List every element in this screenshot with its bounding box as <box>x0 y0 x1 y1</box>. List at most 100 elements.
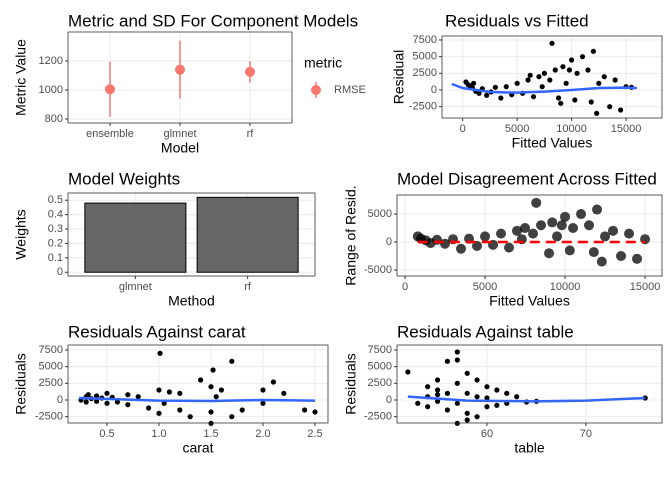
point <box>105 84 115 95</box>
point <box>480 231 491 242</box>
y-tick-label: 0.2 <box>48 237 63 249</box>
x-axis-label: table <box>514 440 545 456</box>
point <box>85 392 91 398</box>
legend-label: RMSE <box>334 84 366 96</box>
x-tick-label: rf <box>244 281 252 293</box>
point <box>434 387 441 393</box>
point <box>504 390 510 396</box>
x-tick-label: 1.5 <box>203 428 218 440</box>
x-axis-label: Fitted Values <box>512 135 593 151</box>
point <box>312 409 318 415</box>
point <box>156 410 162 416</box>
point <box>472 240 483 251</box>
y-tick-label: 5000 <box>39 361 63 373</box>
point <box>564 245 575 256</box>
y-axis-label: Weights <box>13 209 29 259</box>
chart-title: Metric and SD For Component Models <box>68 11 358 30</box>
point <box>208 409 214 415</box>
point <box>624 228 635 239</box>
point <box>270 379 276 385</box>
point <box>594 110 600 116</box>
x-axis-label: carat <box>182 440 213 456</box>
x-tick-label: 70 <box>580 428 592 440</box>
point <box>484 395 490 401</box>
point <box>125 392 131 398</box>
chart-title: Model Weights <box>68 169 180 188</box>
x-tick-label: 0.5 <box>99 428 114 440</box>
point <box>612 77 618 83</box>
y-tick-label: -2500 <box>35 411 63 423</box>
point <box>245 66 255 77</box>
y-tick-label: 0.5 <box>48 194 63 206</box>
y-tick-label: 0 <box>431 84 437 96</box>
point <box>166 389 172 395</box>
point <box>596 256 607 267</box>
point <box>260 400 266 406</box>
point <box>474 377 480 383</box>
point <box>464 410 470 416</box>
y-axis-label: Residuals <box>13 353 29 414</box>
x-tick-label: 2.5 <box>307 428 322 440</box>
point <box>601 74 607 80</box>
point <box>576 209 587 220</box>
point <box>104 390 110 396</box>
y-tick-label: 2500 <box>368 377 392 389</box>
panel-border <box>67 192 316 277</box>
point <box>588 99 594 105</box>
panel-border <box>67 31 293 124</box>
point <box>552 231 563 242</box>
y-tick-label: 7500 <box>368 344 392 356</box>
point <box>560 211 571 222</box>
point <box>484 92 490 98</box>
legend-title: metric <box>304 55 342 71</box>
point <box>434 377 441 383</box>
point <box>492 84 498 90</box>
x-tick-label: 10000 <box>556 123 587 135</box>
point <box>494 402 500 408</box>
point <box>425 404 431 410</box>
point <box>574 70 580 76</box>
point <box>503 84 509 90</box>
y-axis-label: Residual <box>391 50 407 104</box>
point <box>608 225 619 236</box>
y-axis-label: Metric Value <box>13 39 29 116</box>
point <box>474 414 480 420</box>
point <box>146 405 152 411</box>
point <box>114 399 120 405</box>
y-tick-label: 0.1 <box>48 252 63 264</box>
point <box>528 228 539 239</box>
x-tick-label: 2.0 <box>255 428 270 440</box>
point <box>544 248 555 259</box>
x-axis-label: Model <box>161 140 199 156</box>
point <box>198 377 204 383</box>
point <box>520 223 531 234</box>
y-tick-label: 2500 <box>39 377 63 389</box>
x-tick-label: 15000 <box>630 281 661 293</box>
point <box>607 104 613 110</box>
point <box>260 387 266 393</box>
point <box>464 390 470 396</box>
point <box>476 90 482 96</box>
y-tick-label: 5000 <box>368 361 392 373</box>
x-tick-label: glmnet <box>163 128 196 140</box>
point <box>592 204 603 215</box>
point <box>208 384 214 390</box>
y-tick-label: 0.3 <box>48 223 63 235</box>
y-tick-label: 0 <box>57 394 63 406</box>
y-axis-label: Residuals <box>343 353 359 414</box>
point <box>474 394 480 400</box>
bar <box>196 196 299 273</box>
point <box>496 228 507 239</box>
panel-border <box>441 35 663 119</box>
y-tick-label: 800 <box>45 113 63 125</box>
panel-background <box>68 345 328 423</box>
point <box>541 70 547 76</box>
trend-line <box>451 82 637 94</box>
panel-background <box>442 36 662 118</box>
point <box>504 242 515 253</box>
point <box>454 400 460 406</box>
point <box>434 398 441 404</box>
point <box>229 358 235 364</box>
point <box>527 72 533 78</box>
point <box>456 243 467 254</box>
